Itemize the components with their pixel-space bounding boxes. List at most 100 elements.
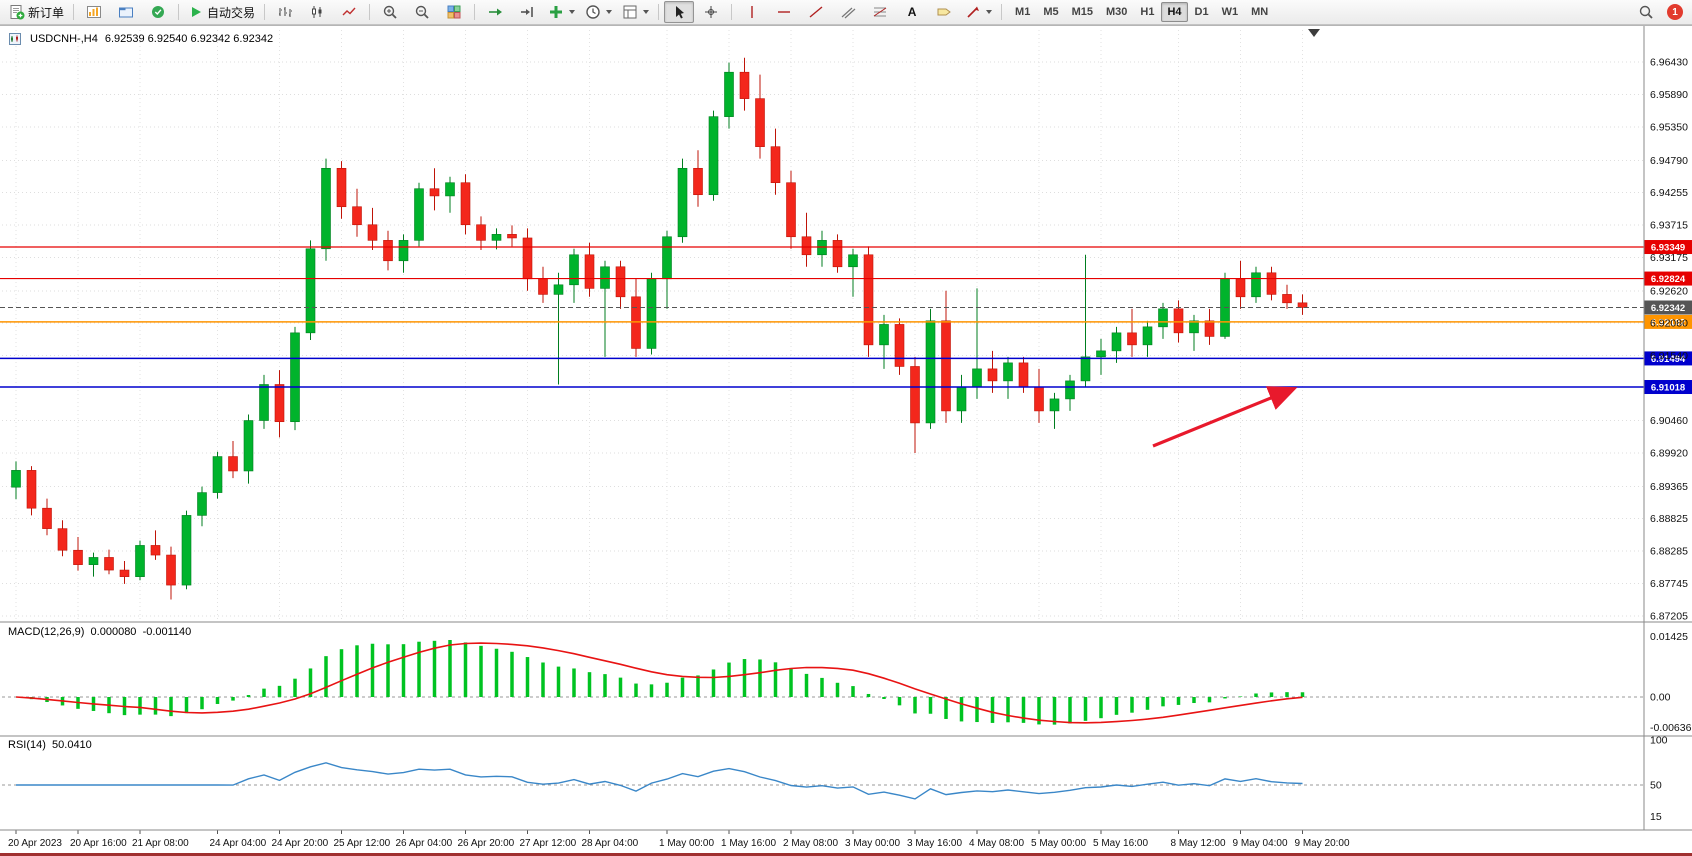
auto-trading-button[interactable]: 自动交易 — [184, 1, 259, 23]
profiles-icon — [118, 4, 134, 20]
svg-text:6.90460: 6.90460 — [1650, 415, 1688, 427]
toolbar-separator — [658, 4, 660, 20]
svg-text:0.00: 0.00 — [1650, 692, 1671, 704]
chart-window-icon — [7, 31, 23, 47]
new-order-button[interactable]: 新订单 — [5, 1, 68, 23]
trendline-icon — [808, 4, 824, 20]
vertical-line-tool-button[interactable] — [737, 1, 767, 23]
price-tag — [1644, 240, 1692, 255]
svg-text:6.87205: 6.87205 — [1650, 610, 1688, 622]
price-tag — [1644, 314, 1692, 329]
zoom-out-button[interactable] — [407, 1, 437, 23]
timeframe-button-mn[interactable]: MN — [1251, 6, 1269, 18]
fibonacci-icon — [872, 4, 888, 20]
macd-main-value: 0.000080 — [90, 626, 137, 638]
svg-text:0.01425: 0.01425 — [1650, 631, 1688, 643]
rsi-label: RSI(14) 50.0410 — [8, 739, 92, 751]
search-button[interactable] — [1631, 1, 1661, 23]
candles — [11, 57, 1308, 600]
arrows-tool-button[interactable] — [961, 1, 996, 23]
chart-shift-marker[interactable] — [1308, 29, 1320, 37]
svg-text:6.93175: 6.93175 — [1650, 252, 1688, 264]
svg-text:6.96430: 6.96430 — [1650, 57, 1688, 69]
auto-trading-icon — [188, 4, 204, 20]
timeframe-button-m30[interactable]: M30 — [1106, 6, 1128, 18]
new-chart-button[interactable] — [79, 1, 109, 23]
label-tool-button[interactable] — [929, 1, 959, 23]
grid — [2, 30, 1644, 620]
chart-ohlc-values: 6.92539 6.92540 6.92342 6.92342 — [104, 33, 274, 45]
toolbar-separator — [369, 4, 371, 20]
svg-text:8 May 12:00: 8 May 12:00 — [1171, 838, 1226, 849]
chart-shift-button[interactable] — [512, 1, 542, 23]
bar-chart-type-button[interactable] — [270, 1, 300, 23]
market-watch-button[interactable] — [143, 1, 173, 23]
svg-text:26 Apr 20:00: 26 Apr 20:00 — [458, 838, 515, 849]
vertical-line-icon — [744, 4, 760, 20]
templates-button[interactable] — [618, 1, 653, 23]
svg-text:6.91540: 6.91540 — [1650, 350, 1688, 362]
svg-text:6.91494: 6.91494 — [1651, 354, 1686, 365]
candlestick-type-button[interactable] — [302, 1, 332, 23]
chart-symbol-period: USDCNH-,H4 — [30, 33, 98, 45]
indicators-button[interactable] — [544, 1, 579, 23]
svg-text:6.94790: 6.94790 — [1650, 155, 1688, 167]
auto-scroll-button[interactable] — [480, 1, 510, 23]
macd-signal-value: -0.001140 — [142, 626, 192, 638]
toolbar-separator — [1001, 4, 1003, 20]
time-axis: 20 Apr 2023 20 Apr 16:00 21 Apr 08:00 24 Ap… — [8, 830, 1350, 849]
svg-text:6.88825: 6.88825 — [1650, 513, 1688, 525]
arrow-drawing — [1152, 386, 1298, 448]
zoom-in-button[interactable] — [375, 1, 405, 23]
toolbar-separator — [264, 4, 266, 20]
channel-tool-button[interactable] — [833, 1, 863, 23]
svg-text:6.88285: 6.88285 — [1650, 546, 1688, 558]
line-chart-type-button[interactable] — [334, 1, 364, 23]
svg-text:6.92620: 6.92620 — [1650, 285, 1688, 297]
svg-text:9 May 20:00: 9 May 20:00 — [1295, 838, 1350, 849]
svg-text:6.95890: 6.95890 — [1650, 89, 1688, 101]
timeframe-button-m1[interactable]: M1 — [1015, 6, 1031, 18]
horizontal-line-icon — [776, 4, 792, 20]
price-lines[interactable]: 6.93349 6.92824 6.92342 6.92102 6.91494 6.910… — [0, 240, 1692, 395]
timeframe-button-d1[interactable]: D1 — [1194, 6, 1209, 18]
trendline-tool-button[interactable] — [801, 1, 831, 23]
svg-text:6.95350: 6.95350 — [1650, 121, 1688, 133]
svg-text:24 Apr 20:00: 24 Apr 20:00 — [272, 838, 329, 849]
toolbar-separator — [474, 4, 476, 20]
chart-shift-icon — [519, 4, 535, 20]
horizontal-line-tool-button[interactable] — [769, 1, 799, 23]
price-tag — [1644, 351, 1692, 366]
profiles-button[interactable] — [111, 1, 141, 23]
svg-text:6.94255: 6.94255 — [1650, 187, 1688, 199]
chevron-down-icon — [643, 10, 650, 14]
zoom-out-icon — [414, 4, 430, 20]
svg-text:3 May 16:00: 3 May 16:00 — [907, 838, 962, 849]
price-axis: 6.96430 6.95890 6.95350 6.94790 6.94255 6.937… — [1650, 57, 1688, 623]
chevron-down-icon — [569, 10, 576, 14]
tile-windows-button[interactable] — [439, 1, 469, 23]
svg-text:1 May 16:00: 1 May 16:00 — [721, 838, 776, 849]
timeframe-button-m5[interactable]: M5 — [1043, 6, 1059, 18]
notification-badge[interactable]: 1 — [1667, 4, 1683, 20]
svg-text:26 Apr 04:00: 26 Apr 04:00 — [396, 838, 453, 849]
fibonacci-tool-button[interactable] — [865, 1, 895, 23]
timeframe-button-h4[interactable]: H4 — [1161, 2, 1188, 22]
indicators-icon — [548, 4, 564, 20]
periods-button[interactable] — [581, 1, 616, 23]
cursor-tool-button[interactable] — [664, 1, 695, 23]
svg-text:21 Apr 08:00: 21 Apr 08:00 — [132, 838, 189, 849]
timeframe-button-h1[interactable]: H1 — [1140, 6, 1155, 18]
price-tag — [1644, 300, 1692, 315]
macd-signal-line — [15, 642, 1303, 724]
drawings[interactable] — [1152, 386, 1298, 448]
timeframe-button-w1[interactable]: W1 — [1221, 6, 1239, 18]
svg-text:6.92342: 6.92342 — [1651, 303, 1685, 314]
crosshair-tool-button[interactable] — [696, 1, 726, 23]
bar-chart-icon — [277, 4, 293, 20]
timeframe-button-m15[interactable]: M15 — [1071, 6, 1093, 18]
text-tool-button[interactable]: A — [897, 1, 927, 23]
svg-text:28 Apr 04:00: 28 Apr 04:00 — [582, 838, 639, 849]
